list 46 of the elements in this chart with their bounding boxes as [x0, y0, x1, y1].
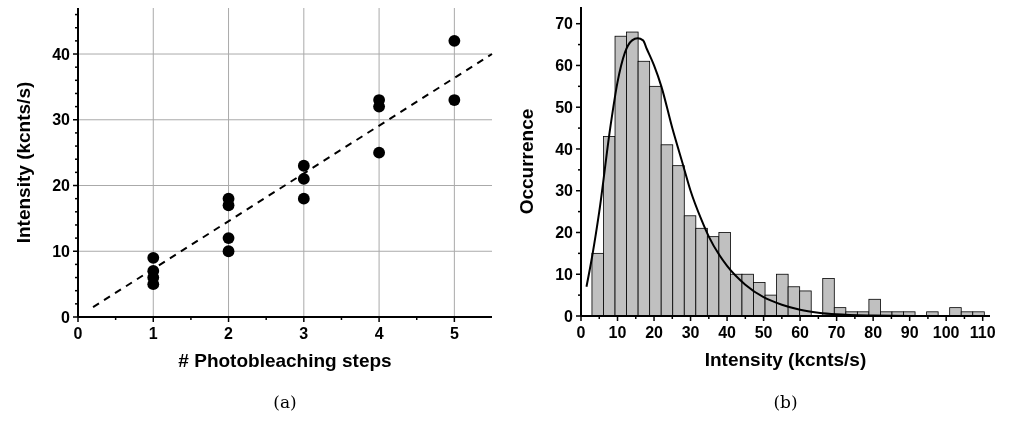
y-tick-label: 70: [555, 15, 574, 33]
y-tick-label: 10: [555, 265, 574, 283]
y-tick-label: 30: [555, 182, 574, 200]
x-tick-label: 80: [864, 324, 883, 341]
y-tick-label: 10: [52, 242, 71, 260]
y-tick-label: 40: [555, 140, 574, 158]
x-tick-label: 5: [449, 325, 459, 342]
point: [373, 146, 386, 159]
x-tick-label: 1: [148, 325, 158, 342]
x-tick-label: 110: [969, 324, 996, 341]
x-tick-label: 3: [299, 325, 309, 342]
x-tick-label: 60: [791, 324, 810, 341]
x-tick-label: 50: [754, 324, 773, 341]
x-tick-label: 2: [224, 325, 234, 342]
y-tick-label: 50: [555, 98, 574, 116]
x-tick-label: 4: [374, 325, 384, 342]
x-tick-label: 100: [932, 324, 960, 341]
text: (b): [773, 392, 798, 412]
y-tick-label: 40: [52, 45, 71, 63]
x-tick-label: 90: [900, 324, 919, 341]
point: [297, 192, 310, 205]
x-tick-label: 10: [608, 324, 627, 341]
point: [297, 159, 310, 172]
text: (a): [273, 392, 297, 412]
x-axis-title: Intensity (kcnts/s): [704, 349, 867, 370]
y-tick-label: 30: [52, 111, 71, 129]
y-axis-title: Occurrence: [516, 108, 537, 215]
y-tick-label: 0: [61, 308, 71, 326]
x-tick-label: 20: [645, 324, 664, 341]
x-tick-label: 0: [576, 324, 586, 341]
point: [448, 94, 461, 106]
x-tick-label: 30: [681, 324, 700, 341]
point: [297, 173, 310, 185]
point: [222, 245, 235, 258]
y-tick-label: 60: [555, 57, 574, 75]
x-tick-label: 0: [73, 325, 83, 342]
point: [222, 232, 235, 245]
y-axis-title: Intensity (kcnts/s): [13, 81, 34, 244]
point: [448, 34, 461, 47]
x-tick-label: 70: [827, 324, 846, 341]
y-tick-label: 0: [564, 307, 574, 325]
point: [147, 251, 160, 264]
x-axis-title: # Photobleaching steps: [178, 350, 392, 371]
y-tick-label: 20: [52, 177, 71, 195]
x-tick-label: 40: [718, 324, 737, 341]
y-tick-label: 20: [555, 224, 574, 242]
